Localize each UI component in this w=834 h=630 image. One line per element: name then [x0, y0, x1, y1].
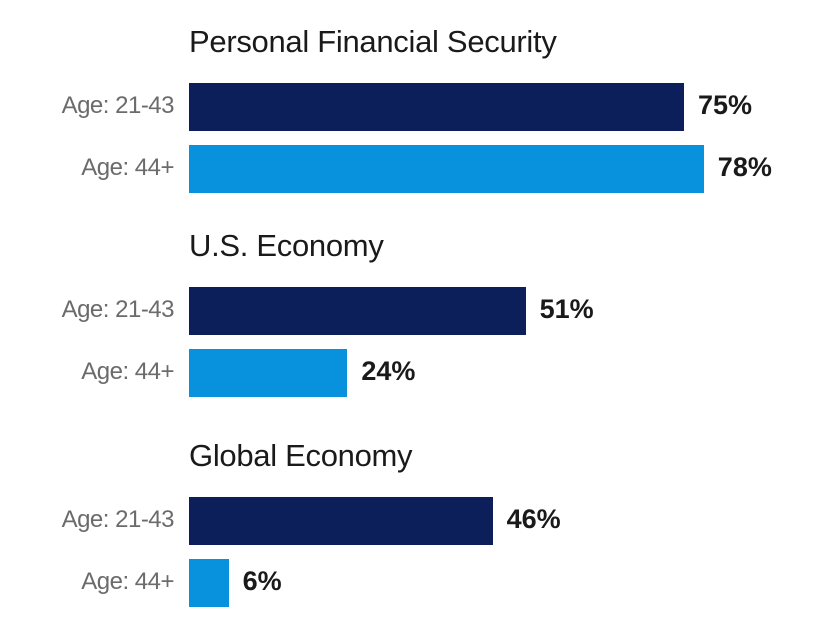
bar-category-label: Age: 44+	[81, 568, 174, 595]
bar	[189, 559, 229, 607]
group-title: U.S. Economy	[189, 228, 384, 263]
bar-category-label: Age: 21-43	[61, 296, 175, 323]
bar	[189, 287, 526, 335]
bar	[189, 145, 704, 193]
bar-category-label: Age: 21-43	[61, 92, 175, 119]
bar-value-label: 6%	[242, 566, 282, 596]
bar	[189, 349, 348, 397]
bar-value-label: 51%	[539, 294, 594, 324]
bar-category-label: Age: 44+	[81, 358, 174, 385]
bar-value-label: 78%	[717, 152, 772, 182]
bar-category-label: Age: 44+	[81, 154, 174, 181]
group-title: Personal Financial Security	[189, 24, 557, 59]
bar	[189, 497, 493, 545]
bar-value-label: 75%	[698, 90, 753, 120]
bar-value-label: 46%	[506, 504, 561, 534]
bar-value-label: 24%	[361, 356, 416, 386]
bar-category-label: Age: 21-43	[61, 506, 175, 533]
group-title: Global Economy	[189, 438, 413, 473]
bar	[189, 83, 684, 131]
